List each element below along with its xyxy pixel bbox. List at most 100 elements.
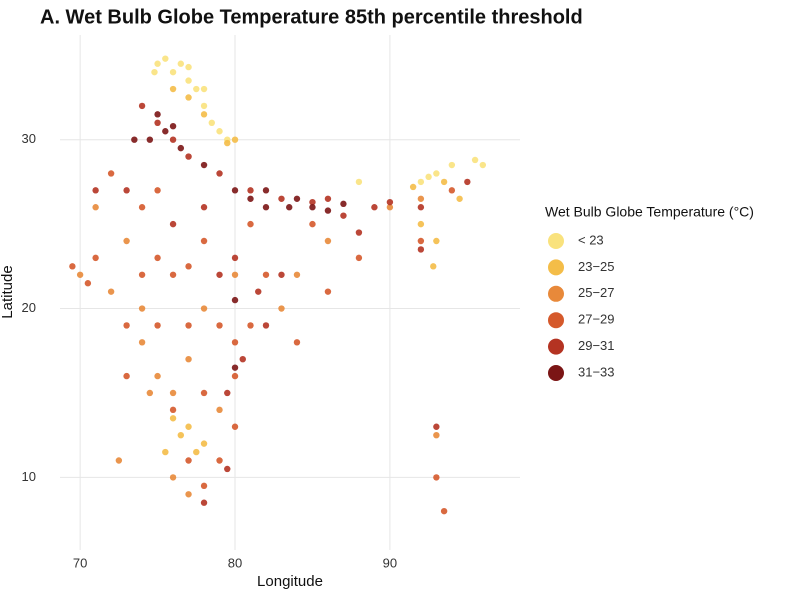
point xyxy=(417,220,425,228)
point xyxy=(169,68,177,76)
x-axis-title: Longitude xyxy=(257,573,323,590)
point xyxy=(433,237,440,245)
point xyxy=(208,119,215,127)
point xyxy=(224,389,231,397)
point xyxy=(146,136,154,143)
x-tick-label: 90 xyxy=(383,555,397,570)
point xyxy=(340,200,347,208)
point xyxy=(185,423,192,430)
point xyxy=(425,173,432,181)
point xyxy=(293,195,301,202)
point xyxy=(200,389,208,397)
point xyxy=(224,139,231,147)
point xyxy=(293,339,301,346)
point xyxy=(169,415,177,422)
point xyxy=(231,187,239,194)
point xyxy=(115,457,123,464)
point xyxy=(386,204,394,211)
point xyxy=(162,448,169,456)
legend-key xyxy=(548,365,564,381)
point xyxy=(417,237,425,245)
legend-key xyxy=(548,312,564,329)
point xyxy=(355,178,363,186)
point xyxy=(92,254,99,262)
point xyxy=(448,187,456,194)
point xyxy=(409,183,417,191)
point xyxy=(479,161,487,169)
point xyxy=(216,322,223,329)
point xyxy=(216,457,223,464)
point xyxy=(386,198,394,206)
point xyxy=(169,406,177,414)
point xyxy=(107,170,115,177)
point xyxy=(69,263,76,270)
point xyxy=(255,288,262,295)
point xyxy=(169,85,177,93)
point xyxy=(169,271,177,278)
point xyxy=(84,280,92,287)
point xyxy=(231,339,239,346)
point xyxy=(169,136,177,143)
point xyxy=(200,499,208,506)
point xyxy=(247,220,254,228)
point xyxy=(262,271,270,278)
point xyxy=(123,237,130,245)
x-tick-label: 70 xyxy=(73,555,87,570)
point xyxy=(123,322,130,329)
point xyxy=(193,448,200,456)
point xyxy=(169,389,177,397)
point xyxy=(200,440,208,447)
point xyxy=(262,187,270,194)
point xyxy=(471,156,479,164)
legend-label: 23−25 xyxy=(578,259,615,274)
legend-key xyxy=(548,338,564,355)
point xyxy=(433,431,440,439)
point xyxy=(262,204,270,211)
point xyxy=(185,77,192,84)
point xyxy=(309,204,316,211)
point xyxy=(231,423,239,430)
point xyxy=(138,102,146,110)
point xyxy=(216,170,223,177)
point xyxy=(185,457,192,464)
point xyxy=(200,161,208,169)
point xyxy=(440,178,448,186)
point xyxy=(464,178,471,186)
y-tick-label: 30 xyxy=(22,131,36,146)
point xyxy=(247,187,254,194)
point xyxy=(216,128,223,135)
x-tick-label: 80 xyxy=(228,555,242,570)
point xyxy=(154,119,161,127)
point xyxy=(440,507,448,515)
point xyxy=(154,60,161,67)
point xyxy=(324,195,332,202)
y-tick-label: 10 xyxy=(22,469,36,484)
point xyxy=(185,94,192,101)
point xyxy=(433,170,440,177)
point xyxy=(177,431,185,439)
point xyxy=(286,204,293,211)
point xyxy=(231,372,239,380)
point xyxy=(433,423,440,430)
point xyxy=(138,271,146,278)
point xyxy=(154,254,161,262)
legend-key xyxy=(548,259,564,276)
point xyxy=(448,161,456,169)
point xyxy=(417,246,425,253)
point xyxy=(123,187,130,194)
point xyxy=(138,339,146,346)
point xyxy=(193,85,200,93)
point xyxy=(216,271,223,278)
point xyxy=(417,195,425,202)
point xyxy=(371,204,378,211)
point xyxy=(200,482,208,490)
point xyxy=(162,55,169,62)
point xyxy=(309,198,316,206)
point xyxy=(169,474,177,481)
point xyxy=(340,212,347,219)
point xyxy=(138,305,146,312)
point xyxy=(76,271,84,278)
point xyxy=(154,111,161,118)
point xyxy=(433,474,440,481)
